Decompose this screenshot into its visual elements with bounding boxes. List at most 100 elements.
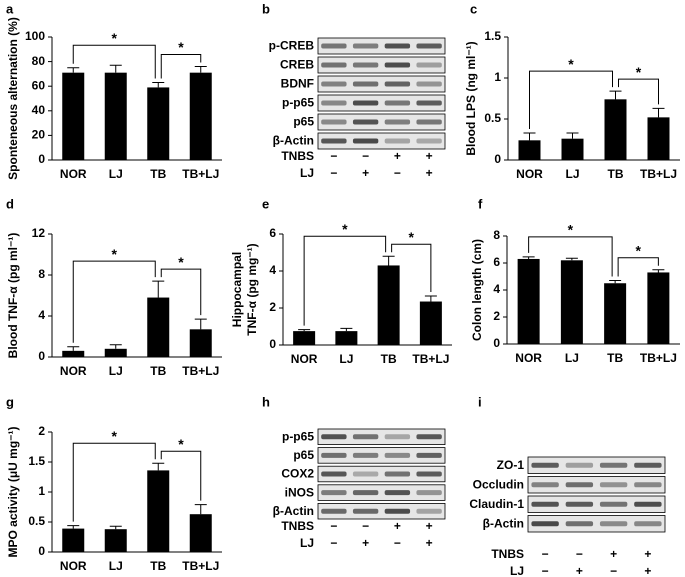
blot-band xyxy=(321,508,347,514)
treatment-sign: + xyxy=(362,536,369,550)
significance-label: * xyxy=(112,428,118,444)
x-tick-label: LJ xyxy=(565,167,579,181)
error-bar xyxy=(152,280,165,298)
blot-band xyxy=(565,482,594,488)
y-tick-label: 0 xyxy=(269,337,276,351)
treatment-sign: − xyxy=(610,564,617,577)
blot-band xyxy=(599,482,628,488)
bar xyxy=(647,272,670,344)
blot-band xyxy=(384,138,411,144)
significance-label: * xyxy=(568,222,574,238)
panel-letter: d xyxy=(6,196,14,211)
blot-row-label: β-Actin xyxy=(273,504,314,518)
blot-band xyxy=(321,138,347,144)
y-tick-label: 1 xyxy=(494,70,501,84)
blot-band xyxy=(599,501,628,507)
blot-band xyxy=(321,452,347,458)
y-tick-label: 20 xyxy=(32,128,46,142)
error-bar xyxy=(609,90,622,100)
error-bar xyxy=(194,504,207,515)
blot-row-label: iNOS xyxy=(285,485,314,499)
x-tick-label: LJ xyxy=(109,559,123,573)
blot-band xyxy=(321,471,347,477)
blot-band xyxy=(321,62,347,68)
error-bar xyxy=(67,67,80,73)
x-tick-label: LJ xyxy=(565,351,579,365)
blot-band xyxy=(384,508,411,514)
blot-band xyxy=(634,482,662,488)
blot-row-label: BDNF xyxy=(281,77,314,91)
blot-band xyxy=(321,490,347,496)
blot-band xyxy=(531,462,559,468)
treatment-sign: + xyxy=(426,166,433,180)
blot-row-label: p65 xyxy=(293,115,314,129)
treatment-label: LJ xyxy=(510,564,524,577)
x-tick-label: TB xyxy=(150,559,166,573)
panel-letter: c xyxy=(470,1,477,16)
blot-strip xyxy=(317,132,446,150)
bar xyxy=(189,329,212,357)
significance-bracket xyxy=(303,235,387,326)
treatment-label: TNBS xyxy=(491,547,524,561)
blot-band xyxy=(321,434,347,440)
y-tick-label: 0.5 xyxy=(484,111,501,125)
significance-bracket xyxy=(72,442,156,522)
blot-band xyxy=(416,508,442,514)
blot-band xyxy=(352,62,379,68)
x-tick-label: NOR xyxy=(60,167,87,181)
y-axis-label: TNF-α (pg mg⁻¹) xyxy=(245,243,259,335)
blot-row-label: COX2 xyxy=(281,467,314,481)
treatment-sign: − xyxy=(330,149,337,163)
blot-band xyxy=(384,471,411,477)
blot-band xyxy=(565,501,594,507)
error-bar xyxy=(424,295,437,302)
blot-strip xyxy=(317,37,446,55)
bar xyxy=(104,348,127,357)
bar xyxy=(62,528,85,552)
blot-band xyxy=(384,100,411,106)
significance-label: * xyxy=(636,64,642,80)
x-tick-label: TB+LJ xyxy=(182,364,219,378)
y-tick-label: 2 xyxy=(493,309,500,323)
y-tick-label: 1 xyxy=(38,484,45,498)
y-tick-label: 12 xyxy=(32,226,46,240)
blot-row-label: p-p65 xyxy=(282,96,314,110)
x-tick-label: TB+LJ xyxy=(412,352,449,366)
blot-band xyxy=(352,138,379,144)
y-tick-label: 60 xyxy=(32,78,46,92)
y-tick-label: 0.5 xyxy=(28,514,45,528)
treatment-sign: − xyxy=(542,564,549,577)
x-tick-label: TB+LJ xyxy=(640,167,677,181)
treatment-sign: + xyxy=(426,149,433,163)
blot-band xyxy=(634,462,662,468)
significance-bracket xyxy=(72,260,156,343)
x-tick-label: TB xyxy=(150,167,166,181)
treatment-label: TNBS xyxy=(281,149,314,163)
significance-label: * xyxy=(178,254,184,270)
bar xyxy=(419,301,442,345)
blot-band xyxy=(416,43,442,49)
y-tick-label: 0 xyxy=(493,336,500,350)
blot-band xyxy=(416,434,442,440)
significance-bracket xyxy=(528,236,613,277)
x-tick-label: NOR xyxy=(515,351,542,365)
error-bar xyxy=(67,346,80,351)
bar xyxy=(518,140,541,160)
blot-strip xyxy=(317,94,446,112)
blot-strip xyxy=(317,502,446,520)
blot-strip xyxy=(527,456,666,474)
blot-band xyxy=(352,471,379,477)
bar xyxy=(293,331,316,345)
bar xyxy=(335,331,358,345)
blot-band xyxy=(416,100,442,106)
blot-band xyxy=(416,138,442,144)
panel-letter: i xyxy=(478,394,482,409)
treatment-sign: + xyxy=(394,519,401,533)
blot-band xyxy=(384,119,411,125)
panel-letter: e xyxy=(262,196,269,211)
blot-row-label: p-p65 xyxy=(282,429,314,443)
treatment-sign: − xyxy=(330,519,337,533)
y-tick-label: 100 xyxy=(25,29,45,43)
blot-band xyxy=(599,462,628,468)
